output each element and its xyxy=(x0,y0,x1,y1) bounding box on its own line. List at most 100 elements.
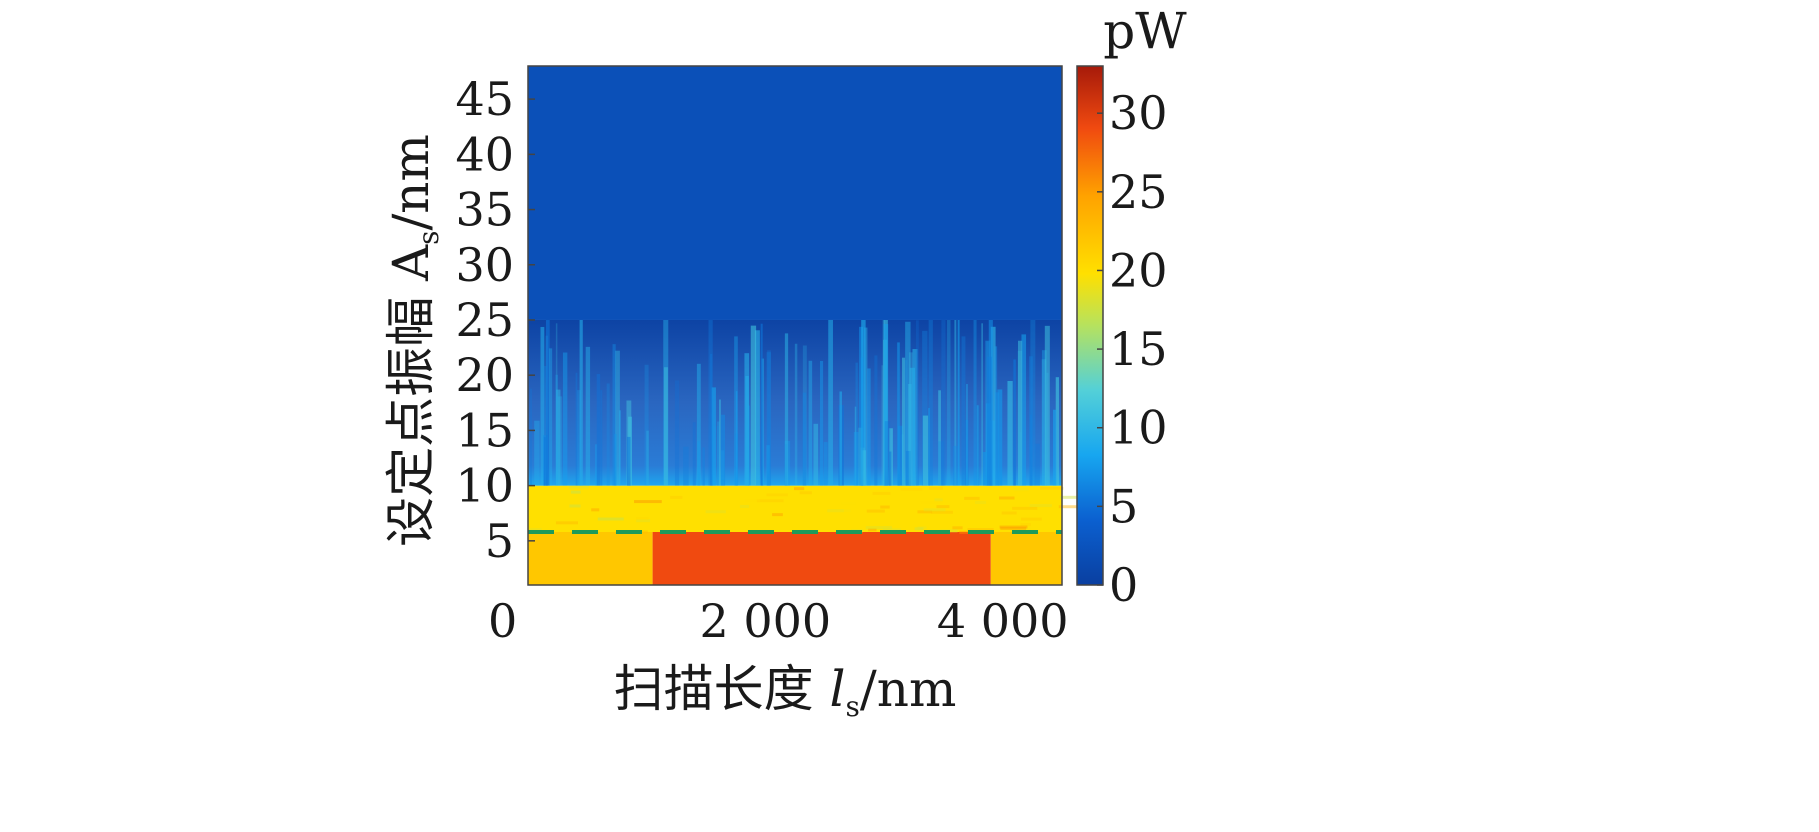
heatmap-speckle xyxy=(591,508,600,512)
heatmap-speckle xyxy=(1029,504,1052,508)
colorbar-unit-label: pW xyxy=(1103,2,1187,60)
x-tick-label: 2 000 xyxy=(699,594,831,648)
heatmap-streak xyxy=(1021,334,1027,486)
heatmap-streak xyxy=(881,365,884,486)
heatmap-speckle xyxy=(934,498,943,502)
plot-area xyxy=(528,66,1081,585)
heatmap-streak xyxy=(884,421,891,486)
heatmap-streak xyxy=(912,349,918,486)
heatmap-streak xyxy=(889,451,892,486)
heatmap-speckle xyxy=(865,526,893,530)
x-tick-label: 0 xyxy=(488,594,517,648)
heatmap-streak xyxy=(619,410,621,486)
heatmap-speckle xyxy=(931,510,953,514)
heatmap-streak xyxy=(696,363,701,486)
x-axis-title-unit: /nm xyxy=(860,660,956,718)
heatmap-streak xyxy=(861,314,866,486)
heatmap-streak xyxy=(922,330,928,486)
heatmap-streak xyxy=(902,357,906,486)
y-tick-label: 40 xyxy=(455,127,514,181)
heatmap-streak xyxy=(985,340,991,486)
heatmap-streak xyxy=(766,445,770,486)
heatmap-streak xyxy=(644,364,649,486)
heatmap-speckle xyxy=(967,528,994,532)
heatmap-streak xyxy=(761,358,764,486)
heatmap-streak xyxy=(548,348,553,486)
heatmap-speckle xyxy=(1020,517,1042,521)
colorbar-tick-label: 25 xyxy=(1109,165,1168,219)
heatmap-speckle xyxy=(634,500,662,504)
heatmap-streak xyxy=(1041,350,1047,486)
heatmap-streak xyxy=(985,403,991,486)
heatmap-streak xyxy=(562,352,568,486)
heatmap-speckle xyxy=(880,505,890,509)
heatmap-streak xyxy=(954,310,957,486)
heatmap-streak xyxy=(614,434,617,486)
heatmap-streak xyxy=(1007,381,1013,486)
heatmap-streak xyxy=(708,316,713,486)
heatmap-streak xyxy=(1017,340,1023,486)
heatmap-streak xyxy=(711,387,716,486)
heatmap-streak xyxy=(997,389,1003,486)
heatmap-streak xyxy=(823,442,828,486)
x-tick-label: 4 000 xyxy=(937,594,1069,648)
heatmap-speckle xyxy=(841,501,856,505)
heatmap-speckle xyxy=(772,513,783,517)
heatmap-streak xyxy=(1030,304,1036,486)
heatmap-speckle xyxy=(1040,486,1064,490)
heatmap-speckle xyxy=(872,491,891,495)
heatmap-streak xyxy=(859,326,864,486)
heatmap-speckle xyxy=(528,528,542,532)
x-axis-title-prefix: 扫描长度 xyxy=(614,660,830,718)
colorbar-tick-label: 5 xyxy=(1109,479,1138,533)
heatmap-streak xyxy=(1055,377,1059,486)
heatmap-streak xyxy=(606,383,610,486)
heatmap-streak xyxy=(976,405,979,486)
heatmap-speckle xyxy=(952,526,963,530)
heatmap-streak xyxy=(760,323,763,486)
heatmap-speckle xyxy=(900,488,923,492)
y-tick-label: 45 xyxy=(455,72,514,126)
heatmap-speckle xyxy=(964,496,980,500)
heatmap-speckle xyxy=(959,530,971,534)
heatmap-streak xyxy=(683,446,689,486)
heatmap-streak xyxy=(534,420,540,486)
heatmap-streak xyxy=(663,367,668,486)
y-tick-label: 20 xyxy=(455,348,514,402)
y-axis-title-symbol: A xyxy=(382,244,440,282)
heatmap-streak xyxy=(697,441,701,486)
heatmap-speckle xyxy=(999,504,1012,508)
heatmap-speckle xyxy=(1012,506,1038,510)
heatmap-streak xyxy=(595,444,598,486)
heatmap-speckle xyxy=(975,501,987,505)
heatmap-speckle xyxy=(999,496,1015,500)
heatmap-streak xyxy=(576,390,581,486)
heatmap-streak xyxy=(922,415,929,486)
heatmap-speckle xyxy=(827,509,844,513)
heatmap-region-2 xyxy=(990,531,1062,585)
heatmap-streak xyxy=(915,320,919,486)
heatmap-streak xyxy=(540,326,545,486)
heatmap-speckle xyxy=(936,505,950,509)
heatmap-region-1 xyxy=(652,531,991,585)
heatmap-speckle xyxy=(739,504,750,508)
heatmap-streak xyxy=(744,353,750,486)
heatmap-streak xyxy=(556,389,561,486)
heatmap-streak xyxy=(802,345,807,486)
heatmap-streak xyxy=(626,436,631,486)
heatmap-streak xyxy=(855,362,858,486)
heatmap-speckle xyxy=(568,485,589,489)
heatmap-streak xyxy=(966,384,968,486)
heatmap-speckle xyxy=(882,528,902,532)
heatmap-streak xyxy=(957,310,960,486)
heatmap-streak xyxy=(766,352,772,486)
y-tick-label: 35 xyxy=(455,183,514,237)
heatmap-streak xyxy=(909,367,916,486)
heatmap-speckle xyxy=(1015,527,1031,531)
heatmap-streak xyxy=(720,450,725,486)
heatmap-speckle xyxy=(794,487,805,491)
heatmap-speckle xyxy=(555,521,578,525)
heatmap-streak xyxy=(928,319,933,486)
